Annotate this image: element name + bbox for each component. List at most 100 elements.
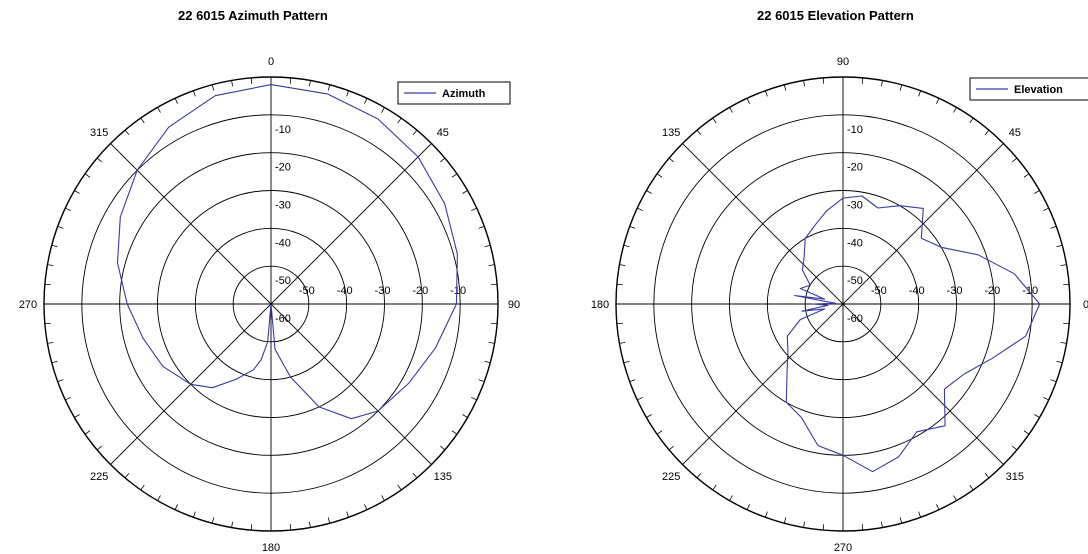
outer-tick bbox=[656, 430, 663, 435]
outer-tick bbox=[880, 521, 883, 528]
legend-box bbox=[397, 81, 511, 105]
outer-tick bbox=[346, 90, 350, 97]
outer-tick bbox=[140, 484, 145, 491]
radial-tick-label: -10 bbox=[275, 124, 291, 136]
legend: Elevation bbox=[969, 77, 1088, 101]
angle-label: 45 bbox=[1009, 127, 1021, 139]
outer-tick bbox=[451, 173, 458, 178]
outer-tick bbox=[783, 84, 787, 91]
outer-tick bbox=[646, 190, 652, 194]
outer-tick bbox=[462, 414, 468, 418]
angle-label: 270 bbox=[834, 542, 852, 554]
outer-tick bbox=[451, 430, 458, 435]
outer-tick bbox=[192, 511, 196, 518]
outer-tick bbox=[211, 517, 215, 524]
angle-label: 180 bbox=[591, 299, 609, 311]
outer-tick bbox=[157, 495, 161, 501]
outer-tick bbox=[289, 524, 292, 531]
outer-tick bbox=[1056, 244, 1063, 248]
outer-tick bbox=[96, 445, 102, 451]
angle-label: 135 bbox=[662, 127, 680, 139]
outer-tick bbox=[1060, 264, 1067, 267]
outer-tick bbox=[47, 341, 54, 344]
radial-tick-label: -50 bbox=[847, 275, 863, 287]
outer-tick bbox=[57, 379, 64, 383]
outer-tick bbox=[619, 264, 626, 267]
angle-label: 225 bbox=[662, 471, 680, 483]
outer-tick bbox=[953, 107, 957, 113]
outer-tick bbox=[471, 397, 477, 401]
outer-tick bbox=[397, 117, 402, 124]
outer-tick bbox=[616, 283, 623, 286]
outer-tick bbox=[51, 244, 58, 248]
outer-tick bbox=[250, 77, 253, 84]
radial-tick-label: -20 bbox=[847, 162, 863, 174]
outer-tick bbox=[668, 157, 674, 163]
angle-label: 315 bbox=[1006, 471, 1024, 483]
radial-tick-label: -60 bbox=[275, 313, 291, 325]
outer-tick bbox=[1050, 379, 1057, 383]
outer-tick bbox=[157, 107, 161, 113]
outer-tick bbox=[462, 190, 468, 194]
outer-tick bbox=[623, 244, 630, 248]
outer-tick bbox=[918, 511, 922, 518]
outer-tick bbox=[327, 84, 331, 91]
outer-tick bbox=[1063, 283, 1070, 286]
outer-tick bbox=[936, 504, 940, 510]
outer-tick bbox=[803, 521, 806, 528]
outer-tick bbox=[861, 77, 864, 84]
horizontal-tick-label: -40 bbox=[337, 285, 353, 297]
angle-label: 315 bbox=[90, 127, 108, 139]
outer-tick bbox=[764, 511, 768, 518]
angle-label: 0 bbox=[268, 56, 274, 68]
outer-tick bbox=[74, 190, 80, 194]
outer-tick bbox=[364, 504, 368, 510]
angle-label: 90 bbox=[508, 299, 520, 311]
outer-tick bbox=[969, 117, 974, 124]
series-line bbox=[116, 84, 458, 420]
angle-label: 135 bbox=[434, 471, 452, 483]
outer-tick bbox=[822, 524, 825, 531]
angle-label: 0 bbox=[1083, 299, 1088, 311]
outer-tick bbox=[397, 484, 402, 491]
legend-label: Elevation bbox=[1014, 84, 1063, 96]
outer-tick bbox=[327, 517, 331, 524]
outer-tick bbox=[174, 98, 178, 104]
outer-tick bbox=[84, 430, 91, 435]
outer-tick bbox=[729, 107, 733, 113]
outer-tick bbox=[1060, 341, 1067, 344]
outer-tick bbox=[918, 90, 922, 97]
outer-tick bbox=[478, 225, 485, 229]
outer-tick bbox=[412, 473, 418, 479]
radial-tick-label: -20 bbox=[275, 162, 291, 174]
horizontal-tick-label: -50 bbox=[871, 285, 887, 297]
outer-tick bbox=[953, 495, 957, 501]
horizontal-tick-label: -40 bbox=[909, 285, 925, 297]
outer-tick bbox=[729, 495, 733, 501]
legend: Azimuth bbox=[397, 81, 511, 105]
outer-tick bbox=[381, 495, 385, 501]
outer-tick bbox=[1043, 207, 1049, 211]
outer-tick bbox=[616, 322, 623, 325]
angle-label: 225 bbox=[90, 471, 108, 483]
outer-tick bbox=[764, 90, 768, 97]
outer-tick bbox=[822, 77, 825, 84]
outer-tick bbox=[491, 322, 498, 325]
horizontal-tick-label: -50 bbox=[299, 285, 315, 297]
legend-label: Azimuth bbox=[442, 88, 486, 100]
radial-tick-label: -40 bbox=[847, 237, 863, 249]
outer-tick bbox=[211, 84, 215, 91]
outer-tick bbox=[231, 521, 234, 528]
angle-label: 90 bbox=[837, 56, 849, 68]
angle-label: 45 bbox=[437, 127, 449, 139]
horizontal-tick-label: -20 bbox=[412, 285, 428, 297]
outer-tick bbox=[746, 98, 750, 104]
radial-tick-label: -60 bbox=[847, 313, 863, 325]
outer-tick bbox=[1056, 360, 1063, 364]
outer-tick bbox=[936, 98, 940, 104]
outer-tick bbox=[231, 80, 234, 87]
outer-tick bbox=[478, 379, 485, 383]
outer-tick bbox=[51, 360, 58, 364]
outer-tick bbox=[381, 107, 385, 113]
outer-tick bbox=[84, 173, 91, 178]
